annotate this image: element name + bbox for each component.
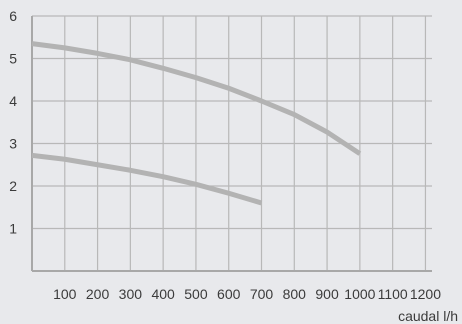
y-tick-label: 3 [9, 136, 17, 152]
x-tick-label: 100 [53, 286, 77, 302]
series-curve-1 [31, 41, 362, 156]
x-tick-labels: 100 200 300 400 500 600 700 800 900 1000 1100 1200 [53, 286, 441, 302]
x-tick-label: 900 [315, 286, 339, 302]
y-tick-label: 5 [9, 51, 17, 67]
y-tick-label: 1 [9, 221, 17, 237]
y-tick-label: 6 [9, 8, 17, 24]
x-axis-label: caudal l/h [398, 308, 458, 324]
x-tick-label: 800 [283, 286, 307, 302]
x-tick-label: 500 [184, 286, 208, 302]
x-tick-label: 700 [250, 286, 274, 302]
y-tick-label: 4 [9, 93, 17, 109]
x-tick-label: 400 [151, 286, 175, 302]
series-curve-2 [31, 152, 263, 206]
series-layer [31, 41, 362, 206]
x-tick-label: 600 [217, 286, 241, 302]
y-tick-labels: 1 2 3 4 5 6 [9, 8, 17, 237]
x-tick-label: 1200 [410, 286, 441, 302]
x-tick-label: 200 [86, 286, 110, 302]
y-tick-label: 2 [9, 178, 17, 194]
x-tick-label: 1100 [378, 286, 408, 302]
x-tick-label: 300 [119, 286, 143, 302]
grid-layer [32, 15, 432, 271]
axes-layer [31, 16, 432, 272]
x-tick-label: 1000 [344, 286, 375, 302]
